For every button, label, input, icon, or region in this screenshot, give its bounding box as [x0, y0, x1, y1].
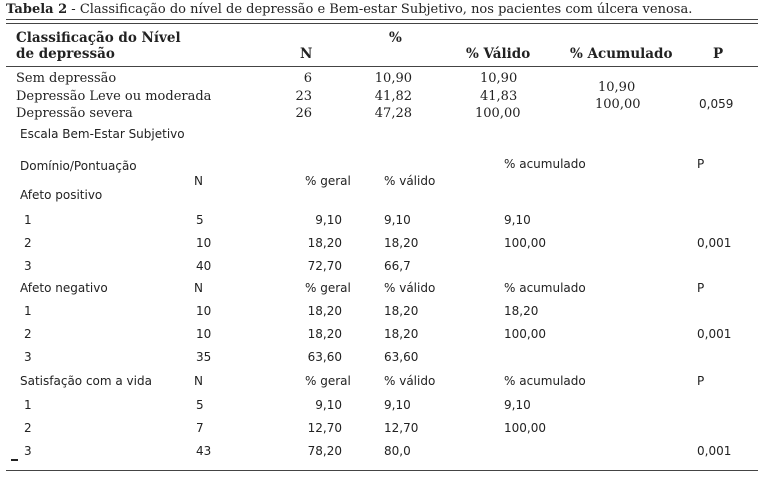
domain-header: Domínio/Pontuação	[20, 159, 137, 173]
cell-valido: 66,7	[384, 259, 411, 273]
row-n: 23	[295, 89, 312, 104]
row-valid: 10,90	[480, 71, 518, 86]
cell-geral: 18,20	[307, 327, 342, 341]
acc-value-2: 100,00	[595, 97, 641, 112]
header-n: N	[194, 174, 203, 188]
cell-geral: 18,20	[307, 304, 342, 318]
top-rule-double	[6, 23, 758, 24]
header-p: P	[713, 46, 724, 62]
cell-valido: 63,60	[384, 350, 419, 364]
header-pct-valid: % Válido	[466, 46, 531, 62]
cell-acc: 100,00	[504, 327, 546, 341]
header-pct-geral: % geral	[305, 374, 351, 388]
cell-score: 1	[24, 398, 32, 412]
cell-n: 5	[196, 213, 204, 227]
header-n: N	[194, 281, 203, 295]
acc-value-1: 10,90	[598, 80, 636, 95]
cell-n: 43	[196, 444, 212, 458]
cell-acc: 9,10	[504, 213, 531, 227]
row-label: Sem depressão	[16, 71, 117, 86]
cell-valido: 18,20	[384, 327, 419, 341]
cell-score: 3	[24, 444, 32, 458]
cell-geral: 63,60	[307, 350, 342, 364]
row-valid: 41,83	[480, 89, 518, 104]
cell-valido: 18,20	[384, 304, 419, 318]
cell-n: 10	[196, 236, 212, 250]
header-p: P	[697, 374, 705, 388]
cell-p: 0,001	[697, 236, 732, 250]
header-pct-acc: % acumulado	[504, 157, 586, 171]
row-pct: 10,90	[374, 71, 412, 86]
header-classification-line1: Classificação do Nível	[16, 30, 181, 46]
header-n: N	[300, 46, 313, 62]
cell-n: 10	[196, 304, 212, 318]
cell-valido: 9,10	[384, 398, 411, 412]
cell-n: 5	[196, 398, 204, 412]
row-pct: 41,82	[374, 89, 412, 104]
header-p: P	[697, 157, 705, 171]
table-caption-text: - Classificação do nível de depressão e …	[67, 2, 693, 17]
cell-acc: 100,00	[504, 236, 546, 250]
wellbeing-title: Escala Bem-Estar Subjetivo	[20, 127, 185, 141]
row-label: Depressão Leve ou moderada	[16, 89, 212, 104]
bottom-left-tick	[11, 459, 18, 461]
cell-n: 40	[196, 259, 212, 273]
cell-n: 7	[196, 421, 204, 435]
cell-acc: 9,10	[504, 398, 531, 412]
row-label: Depressão severa	[16, 106, 133, 121]
header-classification-line2: de depressão	[16, 46, 115, 62]
cell-geral: 72,70	[307, 259, 342, 273]
cell-score: 1	[24, 304, 32, 318]
cell-score: 2	[24, 236, 32, 250]
cell-geral: 9,10	[315, 213, 342, 227]
cell-score: 3	[24, 350, 32, 364]
cell-score: 3	[24, 259, 32, 273]
section-title-afeto-positivo: Afeto positivo	[20, 188, 103, 202]
header-pct-acc: % Acumulado	[570, 46, 673, 62]
header-p: P	[697, 281, 705, 295]
cell-geral: 78,20	[307, 444, 342, 458]
row-pct: 47,28	[374, 106, 412, 121]
cell-acc: 100,00	[504, 421, 546, 435]
header-pct-valido: % válido	[384, 374, 436, 388]
header-n: N	[194, 374, 203, 388]
section-title-afeto-negativo: Afeto negativo	[20, 281, 108, 295]
cell-score: 2	[24, 421, 32, 435]
row-n: 26	[295, 106, 312, 121]
row-valid: 100,00	[475, 106, 521, 121]
cell-geral: 18,20	[307, 236, 342, 250]
cell-geral: 9,10	[315, 398, 342, 412]
cell-valido: 12,70	[384, 421, 419, 435]
cell-n: 35	[196, 350, 212, 364]
table-caption: Tabela 2 - Classificação do nível de dep…	[6, 2, 692, 17]
depression-p-value: 0,059	[699, 97, 734, 111]
bottom-rule	[6, 470, 758, 471]
cell-score: 2	[24, 327, 32, 341]
header-pct-geral: % geral	[305, 174, 351, 188]
table-label: Tabela 2	[6, 2, 68, 17]
header-pct-valido: % válido	[384, 281, 436, 295]
cell-geral: 12,70	[307, 421, 342, 435]
cell-n: 10	[196, 327, 212, 341]
cell-acc: 18,20	[504, 304, 539, 318]
header-pct-valido: % válido	[384, 174, 436, 188]
header-pct-acc: % acumulado	[504, 281, 586, 295]
cell-valido: 18,20	[384, 236, 419, 250]
header-pct: %	[389, 30, 402, 46]
cell-p: 0,001	[697, 327, 732, 341]
cell-score: 1	[24, 213, 32, 227]
section-title-satisfacao: Satisfação com a vida	[20, 374, 152, 388]
row-n: 6	[303, 71, 312, 86]
cell-valido: 9,10	[384, 213, 411, 227]
header-pct-geral: % geral	[305, 281, 351, 295]
header-pct-acc: % acumulado	[504, 374, 586, 388]
cell-p: 0,001	[697, 444, 732, 458]
top-rule	[6, 19, 758, 20]
cell-valido: 80,0	[384, 444, 411, 458]
header-rule	[6, 66, 758, 67]
